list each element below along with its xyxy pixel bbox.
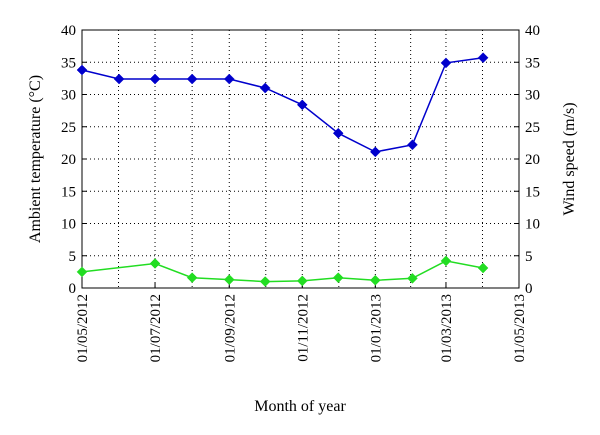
data-point-left xyxy=(440,57,452,69)
data-point-left xyxy=(223,73,235,85)
y-tick-label-left: 10 xyxy=(61,217,76,233)
y-tick-label-left: 15 xyxy=(61,184,76,200)
y-tick-label-right: 30 xyxy=(525,88,540,104)
data-point-right xyxy=(223,274,235,285)
x-axis-title: Month of year xyxy=(254,398,346,415)
data-point-left xyxy=(149,73,161,85)
data-point-left xyxy=(186,73,198,85)
data-point-left xyxy=(332,127,344,139)
data-point-right xyxy=(296,275,308,287)
data-point-left xyxy=(76,64,88,76)
y-axis-right-title: Wind speed (m/s) xyxy=(561,102,578,215)
y-tick-label-left: 25 xyxy=(61,120,76,136)
series-line-right xyxy=(81,260,484,283)
data-point-left xyxy=(259,82,271,94)
y-tick-label-right: 0 xyxy=(525,281,533,297)
plot-frame xyxy=(81,29,520,289)
y-axis-left-title: Ambient temperature (°C) xyxy=(27,75,44,243)
data-point-right xyxy=(440,255,452,267)
y-tick-label-left: 40 xyxy=(61,23,76,39)
data-point-left xyxy=(113,73,125,85)
axes: 0 5 10 15 20 25 30 35 40 0 5 10 15 20 25 30 35 40 01/05/20… xyxy=(61,23,540,362)
data-point-right xyxy=(369,274,381,286)
series xyxy=(76,52,489,287)
y-tick-label-left: 30 xyxy=(61,88,76,104)
data-point-right xyxy=(76,266,88,278)
x-tick-label: 01/11/2012 xyxy=(295,294,311,362)
x-tick-label: 01/09/2012 xyxy=(222,294,238,362)
data-point-left xyxy=(369,146,381,158)
x-tick-label: 01/05/2012 xyxy=(75,294,91,362)
x-tick-label: 01/03/2013 xyxy=(439,294,455,362)
data-point-right xyxy=(477,262,489,274)
x-tick-label: 01/05/2013 xyxy=(512,294,528,362)
y-tick-label-right: 10 xyxy=(525,217,540,233)
y-tick-label-left: 0 xyxy=(69,281,77,297)
data-point-right xyxy=(149,258,161,269)
data-point-right xyxy=(259,276,271,287)
y-tick-label-left: 35 xyxy=(61,55,76,71)
grid xyxy=(82,30,519,288)
y-tick-label-right: 35 xyxy=(525,55,540,71)
data-point-left xyxy=(296,99,308,111)
y-tick-label-right: 40 xyxy=(525,23,540,39)
y-tick-label-left: 5 xyxy=(69,249,77,265)
data-point-left xyxy=(407,139,418,151)
x-tick-label: 01/01/2013 xyxy=(368,294,384,362)
y-tick-label-right: 15 xyxy=(525,184,540,200)
y-tick-label-right: 25 xyxy=(525,120,540,136)
data-point-left xyxy=(477,52,489,64)
x-tick-label: 01/07/2012 xyxy=(148,294,164,362)
data-point-right xyxy=(186,272,198,284)
y-tick-label-right: 20 xyxy=(525,152,540,168)
y-tick-label-left: 20 xyxy=(61,152,76,168)
y-tick-label-right: 5 xyxy=(525,249,533,265)
data-point-right xyxy=(332,272,344,284)
data-point-right xyxy=(407,272,418,284)
series-line-left xyxy=(81,56,484,153)
